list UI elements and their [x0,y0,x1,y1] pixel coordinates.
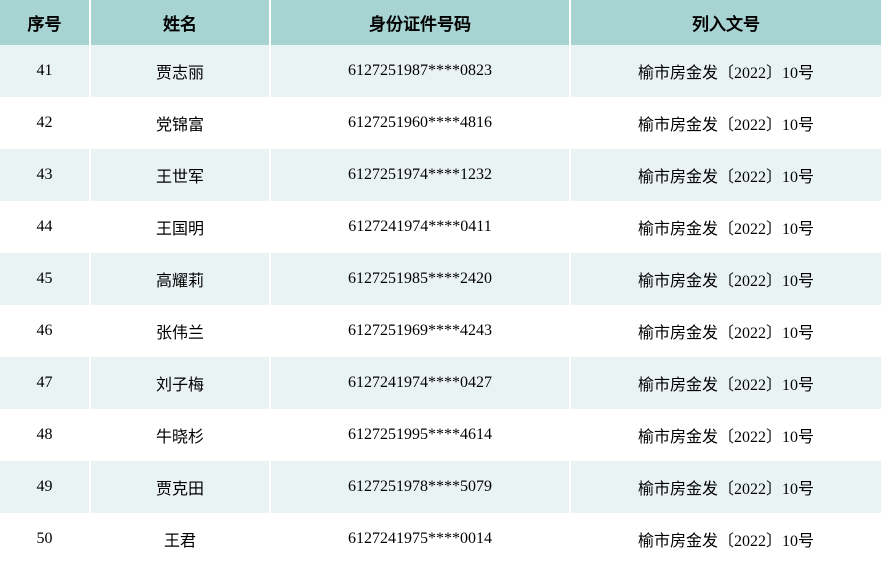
cell-name: 党锦富 [90,97,270,149]
data-table: 序号 姓名 身份证件号码 列入文号 41 贾志丽 6127251987****0… [0,0,881,565]
cell-doc: 榆市房金发〔2022〕10号 [570,149,881,201]
col-header-doc: 列入文号 [570,0,881,45]
cell-seq: 50 [0,513,90,565]
header-row: 序号 姓名 身份证件号码 列入文号 [0,0,881,45]
cell-id: 6127251978****5079 [270,461,570,513]
table-row: 50 王君 6127241975****0014 榆市房金发〔2022〕10号 [0,513,881,565]
cell-name: 张伟兰 [90,305,270,357]
table-row: 46 张伟兰 6127251969****4243 榆市房金发〔2022〕10号 [0,305,881,357]
cell-name: 王国明 [90,201,270,253]
table-row: 42 党锦富 6127251960****4816 榆市房金发〔2022〕10号 [0,97,881,149]
cell-id: 6127241974****0411 [270,201,570,253]
cell-name: 牛晓杉 [90,409,270,461]
cell-doc: 榆市房金发〔2022〕10号 [570,409,881,461]
cell-seq: 47 [0,357,90,409]
cell-seq: 48 [0,409,90,461]
cell-doc: 榆市房金发〔2022〕10号 [570,513,881,565]
cell-doc: 榆市房金发〔2022〕10号 [570,253,881,305]
table-row: 43 王世军 6127251974****1232 榆市房金发〔2022〕10号 [0,149,881,201]
cell-name: 贾克田 [90,461,270,513]
cell-seq: 42 [0,97,90,149]
cell-id: 6127251987****0823 [270,45,570,97]
table-row: 47 刘子梅 6127241974****0427 榆市房金发〔2022〕10号 [0,357,881,409]
col-header-id: 身份证件号码 [270,0,570,45]
table-row: 41 贾志丽 6127251987****0823 榆市房金发〔2022〕10号 [0,45,881,97]
cell-seq: 49 [0,461,90,513]
table-row: 45 高耀莉 6127251985****2420 榆市房金发〔2022〕10号 [0,253,881,305]
cell-id: 6127251974****1232 [270,149,570,201]
cell-seq: 45 [0,253,90,305]
cell-seq: 46 [0,305,90,357]
cell-doc: 榆市房金发〔2022〕10号 [570,357,881,409]
table-row: 44 王国明 6127241974****0411 榆市房金发〔2022〕10号 [0,201,881,253]
cell-doc: 榆市房金发〔2022〕10号 [570,305,881,357]
table-row: 48 牛晓杉 6127251995****4614 榆市房金发〔2022〕10号 [0,409,881,461]
cell-name: 高耀莉 [90,253,270,305]
cell-seq: 44 [0,201,90,253]
table-header: 序号 姓名 身份证件号码 列入文号 [0,0,881,45]
cell-doc: 榆市房金发〔2022〕10号 [570,201,881,253]
cell-id: 6127251995****4614 [270,409,570,461]
table-body: 41 贾志丽 6127251987****0823 榆市房金发〔2022〕10号… [0,45,881,565]
cell-id: 6127251985****2420 [270,253,570,305]
cell-id: 6127251969****4243 [270,305,570,357]
cell-doc: 榆市房金发〔2022〕10号 [570,45,881,97]
cell-name: 刘子梅 [90,357,270,409]
col-header-seq: 序号 [0,0,90,45]
cell-id: 6127241974****0427 [270,357,570,409]
cell-name: 王世军 [90,149,270,201]
cell-seq: 41 [0,45,90,97]
cell-doc: 榆市房金发〔2022〕10号 [570,461,881,513]
cell-id: 6127241975****0014 [270,513,570,565]
table-row: 49 贾克田 6127251978****5079 榆市房金发〔2022〕10号 [0,461,881,513]
cell-name: 王君 [90,513,270,565]
cell-name: 贾志丽 [90,45,270,97]
cell-seq: 43 [0,149,90,201]
cell-doc: 榆市房金发〔2022〕10号 [570,97,881,149]
cell-id: 6127251960****4816 [270,97,570,149]
col-header-name: 姓名 [90,0,270,45]
